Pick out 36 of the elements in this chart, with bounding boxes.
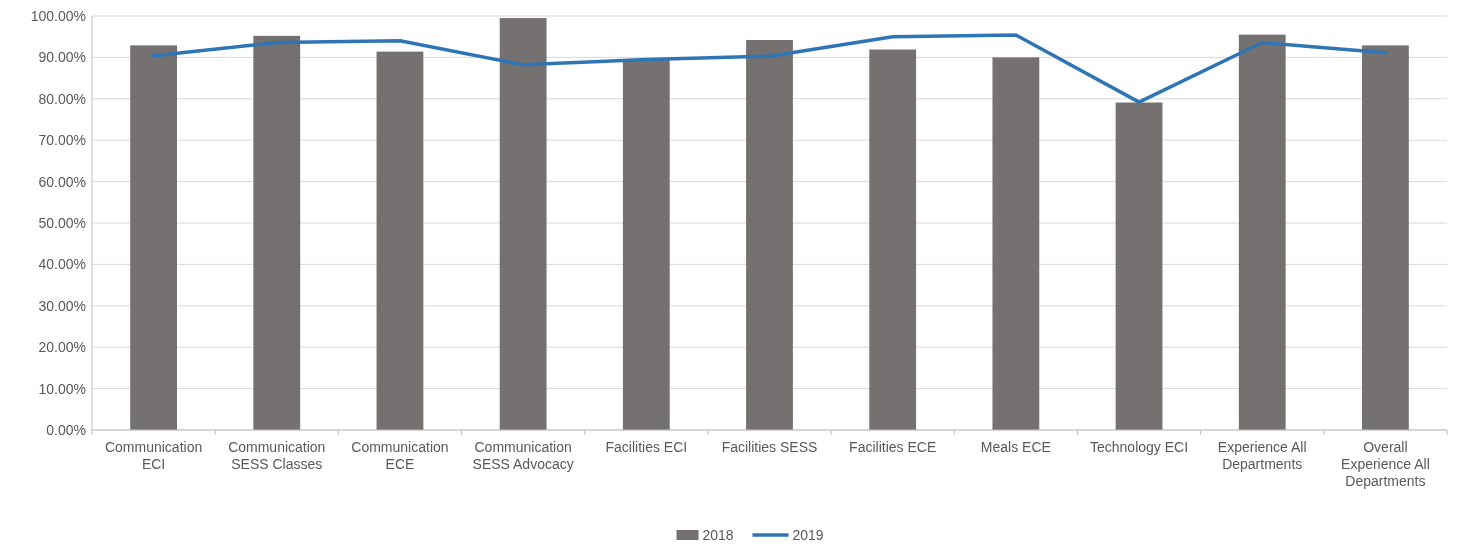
x-tick-label: Overall Experience All Departments — [1341, 439, 1430, 489]
y-tick-label: 0.00% — [46, 421, 86, 438]
bar — [746, 40, 793, 430]
y-tick-label: 40.00% — [38, 256, 86, 273]
y-tick-label: 50.00% — [38, 214, 86, 231]
y-tick-label: 100.00% — [30, 7, 86, 24]
y-tick-label: 20.00% — [38, 339, 86, 356]
legend-label: 2018 — [702, 527, 734, 543]
x-tick-label: Facilities SESS — [721, 439, 818, 455]
y-tick-label: 60.00% — [38, 173, 86, 190]
bar — [130, 45, 177, 430]
bar — [1115, 102, 1163, 430]
legend-label: 2019 — [792, 527, 824, 543]
bar — [1362, 45, 1409, 430]
y-tick-label: 10.00% — [38, 380, 86, 397]
bar — [376, 51, 424, 430]
x-tick-label: Communication ECI — [104, 439, 203, 472]
bar — [1238, 34, 1286, 430]
x-tick-label: Facilities ECI — [605, 439, 688, 455]
x-tick-label: Communication SESS Classes — [228, 439, 326, 472]
x-tick-label: Meals ECE — [980, 439, 1051, 455]
x-tick-label: Communication SESS Advocacy — [472, 439, 574, 472]
line-series — [151, 33, 1388, 104]
x-tick-label: Technology ECI — [1090, 439, 1189, 455]
y-tick-label: 70.00% — [38, 132, 86, 149]
bar — [499, 18, 547, 430]
x-tick-label: Facilities ECE — [849, 439, 937, 455]
bar — [869, 49, 917, 430]
y-tick-label: 90.00% — [38, 49, 86, 66]
x-tick-label: Communication ECE — [351, 439, 449, 472]
x-tick-label: Experience All Departments — [1217, 439, 1307, 472]
bar — [992, 57, 1040, 430]
bar — [253, 35, 301, 430]
y-tick-label: 30.00% — [38, 297, 86, 314]
bar — [622, 59, 670, 430]
y-tick-label: 80.00% — [38, 90, 86, 107]
